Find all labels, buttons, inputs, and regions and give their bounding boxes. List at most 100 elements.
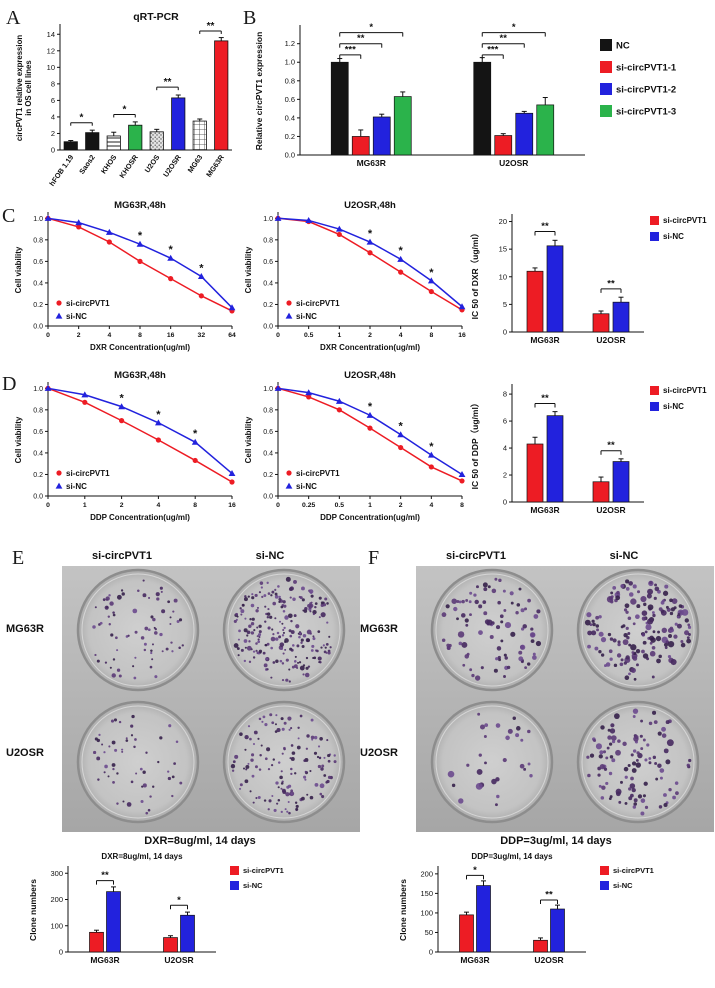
svg-text:14: 14 — [47, 30, 55, 39]
panel-e-colony-formation-photo — [62, 566, 360, 832]
svg-text:*: * — [399, 421, 404, 433]
svg-text:DDP Concentration(ug/ml): DDP Concentration(ug/ml) — [320, 513, 420, 522]
svg-text:Cell viability: Cell viability — [244, 416, 253, 463]
svg-text:0.2: 0.2 — [263, 302, 273, 309]
panel-label-f: F — [368, 547, 380, 569]
svg-text:0.4: 0.4 — [33, 280, 43, 287]
svg-text:**: ** — [607, 440, 615, 451]
svg-text:0.25: 0.25 — [302, 502, 315, 509]
panel-label-d: D — [2, 373, 17, 395]
svg-text:4: 4 — [399, 332, 403, 339]
svg-text:**: ** — [207, 21, 215, 32]
svg-text:si-circPVT1: si-circPVT1 — [66, 299, 110, 308]
svg-text:U2OS: U2OS — [143, 153, 162, 175]
svg-text:si-NC: si-NC — [243, 881, 263, 890]
svg-text:*: * — [473, 865, 477, 876]
panel-f-row-label-u2osr: U2OSR — [360, 747, 398, 759]
svg-text:Cell viability: Cell viability — [244, 246, 253, 293]
svg-text:**: ** — [545, 890, 553, 901]
svg-text:0.4: 0.4 — [263, 280, 273, 287]
svg-text:0.2: 0.2 — [263, 472, 273, 479]
svg-text:20: 20 — [499, 217, 507, 226]
svg-text:0.4: 0.4 — [263, 450, 273, 457]
svg-text:*: * — [123, 104, 127, 115]
svg-text:Relative circPVT1 expression: Relative circPVT1 expression — [254, 32, 264, 151]
svg-text:IC 50 of DDP（ug/ml）: IC 50 of DDP（ug/ml） — [470, 399, 480, 490]
svg-text:0: 0 — [46, 502, 50, 509]
svg-text:si-circPVT1-1: si-circPVT1-1 — [616, 63, 677, 74]
panel-c-mg63r-dxr-viability-line-chart: 0.0 0.2 0.4 0.6 0.8 1.0 MG63R,48h Cell viabilit… — [12, 198, 242, 368]
svg-text:DDP=3ug/ml, 14 days: DDP=3ug/ml, 14 days — [471, 852, 553, 861]
svg-text:8: 8 — [503, 390, 507, 399]
svg-text:DXR Concentration(ug/ml): DXR Concentration(ug/ml) — [90, 343, 190, 352]
panel-f-col-header-si-circpvt1: si-circPVT1 — [446, 550, 506, 562]
svg-text:0.6: 0.6 — [33, 259, 43, 266]
svg-text:1.0: 1.0 — [263, 386, 273, 393]
svg-text:MG63R: MG63R — [530, 335, 559, 345]
svg-text:Cell viability: Cell viability — [14, 416, 23, 463]
svg-text:0.6: 0.6 — [285, 95, 295, 104]
svg-text:1.0: 1.0 — [285, 58, 295, 67]
svg-text:**: ** — [357, 33, 365, 44]
svg-text:***: *** — [487, 44, 498, 55]
svg-text:MG63R: MG63R — [357, 158, 386, 168]
svg-text:0.5: 0.5 — [304, 332, 314, 339]
svg-text:0.4: 0.4 — [285, 113, 295, 122]
svg-text:0.0: 0.0 — [33, 324, 43, 331]
svg-text:Clone numbers: Clone numbers — [28, 879, 38, 941]
svg-text:si-NC: si-NC — [296, 482, 317, 491]
panel-f-colony-formation-photo — [416, 566, 714, 832]
svg-text:64: 64 — [228, 332, 236, 339]
svg-text:si-circPVT1: si-circPVT1 — [296, 299, 340, 308]
svg-text:MG63R: MG63R — [530, 505, 559, 515]
svg-text:si-circPVT1-2: si-circPVT1-2 — [616, 85, 676, 96]
svg-text:12: 12 — [47, 46, 55, 55]
svg-text:Saos2: Saos2 — [77, 153, 97, 176]
svg-text:4: 4 — [157, 502, 161, 509]
svg-text:1.2: 1.2 — [285, 39, 295, 48]
panel-label-a: A — [6, 7, 21, 29]
panel-a-qrtpcr-bar-chart: 0 2 4 6 8 10 12 14 qRT-PCR circPVT1 relative expr… — [14, 4, 239, 196]
svg-text:0.0: 0.0 — [263, 494, 273, 501]
svg-text:si-NC: si-NC — [613, 881, 633, 890]
svg-text:NC: NC — [616, 41, 630, 52]
svg-text:si-circPVT1-3: si-circPVT1-3 — [616, 107, 676, 118]
svg-text:2: 2 — [503, 471, 507, 480]
svg-text:MG63: MG63 — [186, 153, 205, 174]
svg-text:MG63R,48h: MG63R,48h — [114, 370, 166, 381]
svg-text:0.6: 0.6 — [263, 259, 273, 266]
svg-text:*: * — [368, 228, 373, 240]
svg-text:*: * — [429, 441, 434, 453]
svg-text:0.2: 0.2 — [285, 132, 295, 141]
svg-text:U2OSR: U2OSR — [534, 955, 563, 965]
svg-text:in OS cell lines: in OS cell lines — [24, 60, 33, 116]
svg-text:U2OSR: U2OSR — [596, 505, 625, 515]
svg-text:10: 10 — [47, 63, 55, 72]
svg-text:*: * — [368, 401, 373, 413]
svg-text:U2OSR,48h: U2OSR,48h — [344, 370, 396, 381]
svg-text:**: ** — [541, 221, 549, 232]
panel-e-caption: DXR=8ug/ml, 14 days — [144, 835, 256, 847]
svg-text:DXR=8ug/ml, 14 days: DXR=8ug/ml, 14 days — [101, 852, 183, 861]
panel-label-b: B — [243, 7, 257, 29]
svg-text:8: 8 — [193, 502, 197, 509]
svg-text:***: *** — [345, 44, 356, 55]
svg-text:0.8: 0.8 — [263, 237, 273, 244]
svg-text:si-circPVT1: si-circPVT1 — [66, 469, 110, 478]
panel-e-col-header-si-circpvt1: si-circPVT1 — [92, 550, 152, 562]
svg-text:1.0: 1.0 — [263, 216, 273, 223]
svg-text:2: 2 — [368, 332, 372, 339]
svg-text:U2OSR,48h: U2OSR,48h — [344, 200, 396, 211]
panel-e-col-header-si-nc: si-NC — [255, 550, 285, 562]
svg-text:2: 2 — [51, 129, 55, 138]
svg-text:Cell viability: Cell viability — [14, 246, 23, 293]
svg-text:si-circPVT1: si-circPVT1 — [663, 386, 707, 395]
svg-text:**: ** — [500, 33, 508, 44]
svg-text:**: ** — [607, 278, 615, 289]
svg-text:6: 6 — [51, 96, 55, 105]
svg-text:32: 32 — [198, 332, 206, 339]
svg-text:si-circPVT1: si-circPVT1 — [243, 866, 284, 875]
svg-text:*: * — [177, 895, 181, 906]
panel-e-row-label-mg63r: MG63R — [6, 623, 44, 635]
svg-text:0: 0 — [276, 502, 280, 509]
